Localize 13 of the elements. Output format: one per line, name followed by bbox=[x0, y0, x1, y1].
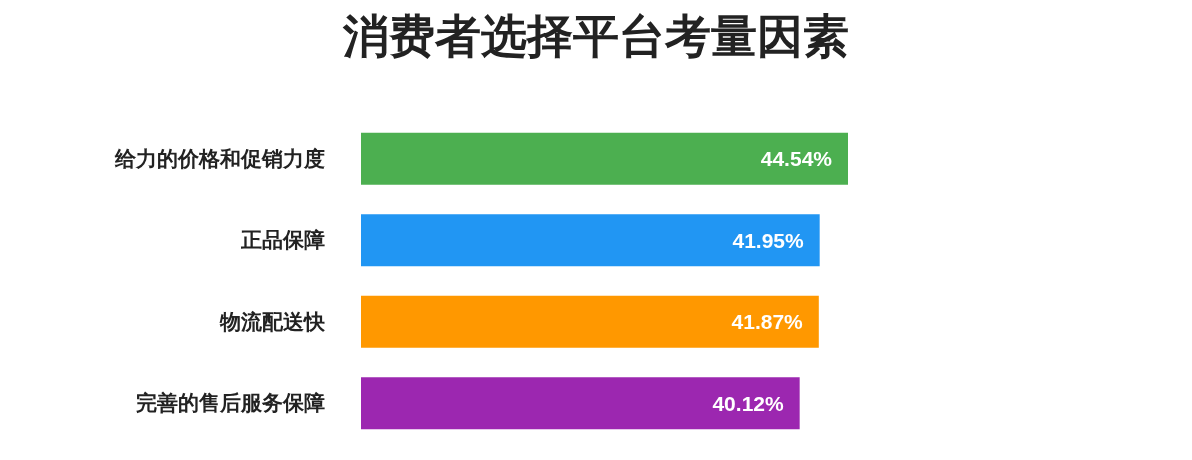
y-tick-label: 给力的价格和促销力度 bbox=[114, 146, 325, 171]
data-label: 41.87% bbox=[731, 310, 804, 334]
y-tick-label: 正品保障 bbox=[240, 228, 325, 253]
data-label: 41.95% bbox=[732, 228, 804, 252]
bar bbox=[361, 132, 848, 185]
y-tick-label: 物流配送快 bbox=[219, 309, 326, 334]
data-label: 40.12% bbox=[712, 391, 784, 415]
bar bbox=[361, 377, 800, 430]
chart-title: 消费者选择平台考量因素 bbox=[342, 9, 849, 63]
bar bbox=[361, 214, 820, 267]
bar bbox=[361, 295, 819, 348]
y-tick-label: 完善的售后服务保障 bbox=[136, 391, 325, 416]
data-label: 44.54% bbox=[760, 147, 833, 171]
